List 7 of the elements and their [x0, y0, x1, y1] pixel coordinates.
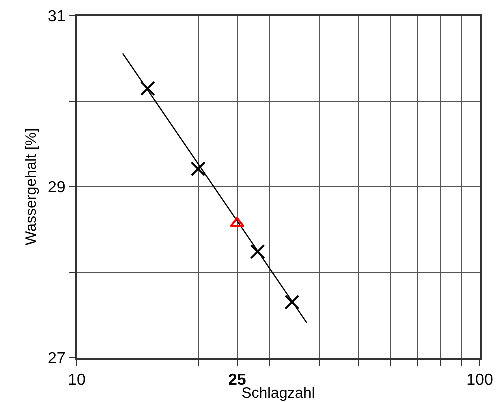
y-tick-label: 27 [48, 350, 66, 368]
x-tick-label: 10 [68, 372, 86, 390]
x-axis-title: Schlagzahl [242, 385, 316, 402]
y-axis-title: Wassergehalt [%] [22, 128, 40, 246]
y-tick-label: 31 [48, 8, 66, 26]
x-tick-label: 100 [466, 372, 494, 390]
y-tick-label: 29 [48, 180, 66, 197]
